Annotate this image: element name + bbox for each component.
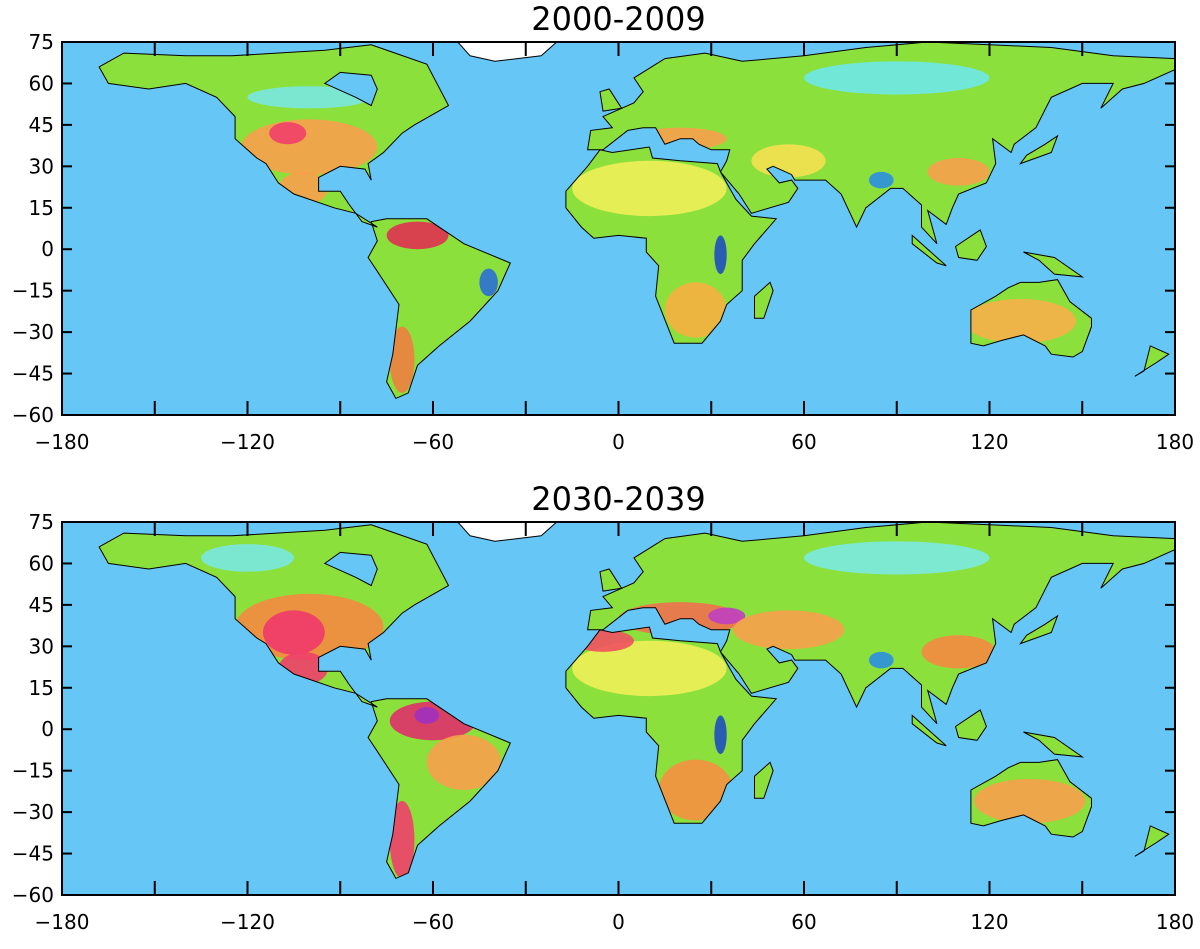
y-tick-label: 15 [29,196,54,220]
value-patch [868,171,894,189]
value-patch [804,541,990,575]
panel-title: 2000-2009 [531,0,705,38]
y-tick-label: 45 [29,593,54,617]
value-patch [247,86,372,109]
value-patch [414,707,440,724]
coastline [98,44,450,228]
coastline [954,709,987,741]
y-tick-label: 30 [29,634,54,658]
x-tick-label: −180 [35,430,90,454]
coastline [1134,345,1170,377]
x-tick-label: 180 [1156,430,1194,454]
y-tick-label: −60 [12,403,54,427]
coastline [367,218,511,400]
value-patch [572,160,727,217]
hudson-bay [323,71,378,107]
y-tick-label: 30 [29,154,54,178]
value-patch [804,61,990,95]
coastline [754,281,774,319]
coastline [587,522,1175,725]
coastline [599,568,623,592]
y-tick-label: 60 [29,71,54,95]
coastline [587,42,1175,245]
coastline [1019,614,1059,645]
x-tick-label: 120 [970,910,1008,934]
hudson-bay [323,551,378,587]
x-tick-label: 0 [612,430,625,454]
value-patch [664,282,727,338]
y-tick-label: 0 [41,237,54,261]
coastline [970,279,1092,358]
coastline [599,88,623,112]
value-patch [572,640,727,697]
x-tick-label: 0 [612,910,625,934]
coastline [954,229,987,261]
coastline [98,524,450,708]
x-tick-label: 60 [791,430,816,454]
map-panel: 2030-2039 −180 −120 −60 0 60 120 180 75 60 45 30 15 0… [12,480,1194,934]
coastline [1019,134,1059,165]
y-tick-label: −15 [12,279,54,303]
value-patch [714,715,727,755]
coastline [565,146,778,344]
coastline [1134,825,1170,857]
y-tick-label: 15 [29,676,54,700]
coastline [754,761,774,799]
x-tick-label: −120 [220,910,275,934]
x-tick-label: −120 [220,430,275,454]
greenland [457,42,558,62]
value-patch [389,801,415,879]
value-patch [389,326,415,393]
y-tick-label: −45 [12,362,54,386]
value-patch [479,268,498,297]
value-patch [751,144,826,178]
y-tick-label: −45 [12,842,54,866]
x-tick-label: 120 [970,430,1008,454]
coastline [367,698,511,880]
y-tick-label: 60 [29,551,54,575]
value-patch [262,610,325,655]
coastline [970,759,1092,838]
value-patch [714,235,727,275]
coastline [1023,251,1085,278]
y-tick-label: −30 [12,800,54,824]
x-tick-label: 180 [1156,910,1194,934]
coastline [911,234,947,267]
value-patch [732,610,845,650]
value-patch [386,221,449,250]
coastline [565,626,778,824]
map-panel: 2000-2009 −180 −120 −60 0 60 120 180 75 60 45 30 15 0… [12,0,1194,454]
y-tick-label: 45 [29,113,54,137]
value-patch [964,298,1077,344]
value-patch [426,734,502,791]
value-patch [708,607,746,625]
x-tick-label: −60 [412,910,454,934]
coastline [1023,731,1085,758]
panel-title: 2030-2039 [531,480,705,518]
value-patch [868,651,894,669]
value-patch [658,759,733,821]
value-patch [927,158,990,186]
coastline [911,714,947,747]
y-tick-label: 75 [29,30,54,54]
value-patch [201,544,294,572]
y-tick-label: −15 [12,759,54,783]
y-tick-label: 0 [41,717,54,741]
y-tick-label: −30 [12,320,54,344]
value-patch [921,635,996,669]
x-tick-label: 60 [791,910,816,934]
greenland [457,522,558,542]
value-patch [974,778,1086,824]
y-tick-label: 75 [29,510,54,534]
x-tick-label: −180 [35,910,90,934]
y-tick-label: −60 [12,883,54,907]
x-tick-label: −60 [412,430,454,454]
value-patch [269,122,307,145]
